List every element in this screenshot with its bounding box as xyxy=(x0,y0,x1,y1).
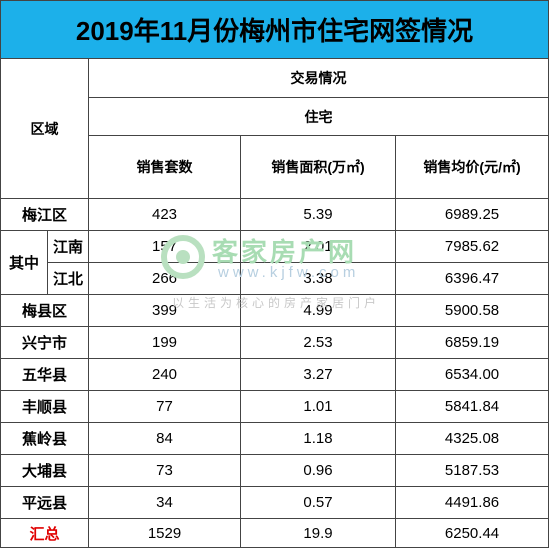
column-header: 销售均价(元/㎡) xyxy=(394,135,550,199)
cell-value: 0.96 xyxy=(240,454,396,487)
region: 五华县 xyxy=(0,358,89,391)
cell-value: 73 xyxy=(88,454,241,487)
region: 丰顺县 xyxy=(0,390,89,423)
region: 梅江区 xyxy=(0,198,89,231)
cell-value: 6396.47 xyxy=(394,262,550,295)
cell-value: 7985.62 xyxy=(394,230,550,263)
table-row: 梅县区 399 4.99 5900.58 xyxy=(0,294,550,327)
cell-value: 2.01 xyxy=(240,230,396,263)
cell-value: 5.39 xyxy=(240,198,396,231)
region: 汇总 xyxy=(0,518,89,548)
cell-value: 6859.19 xyxy=(394,326,550,359)
cell-value: 19.9 xyxy=(240,518,396,548)
cell-value: 2.53 xyxy=(240,326,396,359)
table-row: 大埔县 73 0.96 5187.53 xyxy=(0,454,550,487)
cell-value: 240 xyxy=(88,358,241,391)
group-label: 其中 xyxy=(0,230,48,295)
table-row: 平远县 34 0.57 4491.86 xyxy=(0,486,550,519)
cell-value: 84 xyxy=(88,422,241,455)
cell-value: 6250.44 xyxy=(394,518,550,548)
table-row: 丰顺县 77 1.01 5841.84 xyxy=(0,390,550,423)
table-row: 江北 266 3.38 6396.47 xyxy=(1,262,550,295)
region: 兴宁市 xyxy=(0,326,89,359)
cell-value: 5187.53 xyxy=(394,454,550,487)
cell-value: 3.38 xyxy=(240,262,396,295)
region: 平远县 xyxy=(0,486,89,519)
cell-value: 3.27 xyxy=(240,358,396,391)
table-row: 梅江区 423 5.39 6989.25 xyxy=(0,198,550,231)
cell-value: 1.18 xyxy=(240,422,396,455)
cell-value: 5841.84 xyxy=(394,390,550,423)
region: 梅县区 xyxy=(0,294,89,327)
column-header: 销售面积(万㎡) xyxy=(240,135,396,199)
title: 2019年11月份梅州市住宅网签情况 xyxy=(0,0,550,59)
cell-value: 157 xyxy=(88,230,241,263)
cell-value: 399 xyxy=(88,294,241,327)
column-header: 销售套数 xyxy=(88,135,241,199)
region: 江南 xyxy=(47,230,89,263)
cell-value: 266 xyxy=(88,262,241,295)
table-row: 五华县 240 3.27 6534.00 xyxy=(0,358,550,391)
cell-value: 4.99 xyxy=(240,294,396,327)
table-row: 其中 江南 157 2.01 7985.62 xyxy=(0,230,550,295)
cell-value: 77 xyxy=(88,390,241,423)
cell-value: 5900.58 xyxy=(394,294,550,327)
table-row: 蕉岭县 84 1.18 4325.08 xyxy=(0,422,550,455)
region: 江北 xyxy=(47,262,89,295)
cell-value: 4491.86 xyxy=(394,486,550,519)
cell-value: 199 xyxy=(88,326,241,359)
cell-value: 6989.25 xyxy=(394,198,550,231)
cell-value: 1.01 xyxy=(240,390,396,423)
cell-value: 6534.00 xyxy=(394,358,550,391)
table-row: 兴宁市 199 2.53 6859.19 xyxy=(0,326,550,359)
group-header: 交易情况 xyxy=(87,58,550,98)
cell-value: 423 xyxy=(88,198,241,231)
region: 大埔县 xyxy=(0,454,89,487)
table-row: 汇总 1529 19.9 6250.44 xyxy=(0,518,550,548)
subgroup-header: 住宅 xyxy=(87,97,550,136)
cell-value: 1529 xyxy=(88,518,241,548)
region: 蕉岭县 xyxy=(0,422,89,455)
cell-value: 4325.08 xyxy=(394,422,550,455)
cell-value: 0.57 xyxy=(240,486,396,519)
cell-value: 34 xyxy=(88,486,241,519)
region-header: 区域 xyxy=(0,58,89,199)
